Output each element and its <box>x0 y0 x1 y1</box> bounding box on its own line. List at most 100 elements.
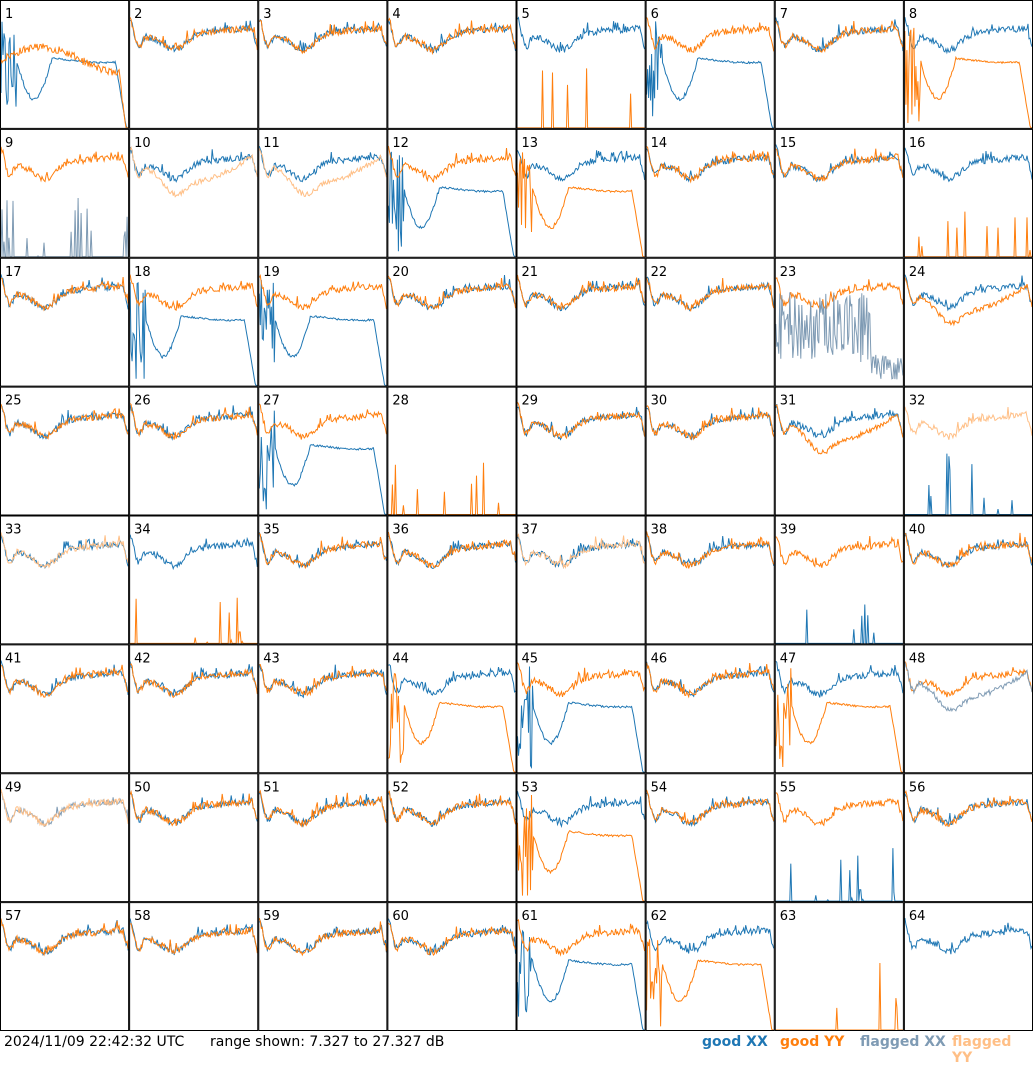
panel-11: 11 <box>258 128 388 258</box>
panel-frame <box>0 773 130 903</box>
panel-label: 48 <box>909 651 926 666</box>
panel-label: 43 <box>263 651 280 666</box>
panel-13: 13 <box>516 128 646 258</box>
series-yy-line <box>0 918 129 957</box>
panel-label: 22 <box>651 265 668 280</box>
series-yy-line <box>517 402 646 440</box>
panel-label: 9 <box>5 136 13 151</box>
series-xx-line <box>517 791 646 828</box>
series-yy-line <box>0 788 129 828</box>
series-yy-line <box>0 403 129 440</box>
panel-31: 31 <box>774 386 904 516</box>
panel-frame <box>516 257 646 387</box>
series-yy-line <box>775 277 904 310</box>
series-xx-line <box>129 146 258 183</box>
series-yy-line <box>646 531 775 569</box>
panel-label: 30 <box>651 394 668 409</box>
panel-frame <box>129 515 259 645</box>
panel-frame <box>516 0 646 129</box>
series-yy-line <box>904 211 1032 258</box>
panel-frame <box>129 0 259 129</box>
panel-12: 12 <box>387 128 517 258</box>
panel-44: 44 <box>387 644 517 774</box>
panel-label: 27 <box>263 394 280 409</box>
panel-label: 28 <box>392 394 409 409</box>
series-xx-line <box>904 661 1033 713</box>
panel-frame <box>0 644 130 774</box>
panel-label: 16 <box>909 136 926 151</box>
series-yy-line <box>129 17 258 51</box>
series-yy-line <box>388 922 516 957</box>
series-yy-line <box>387 275 516 311</box>
panel-label: 34 <box>134 523 151 538</box>
panel-frame <box>387 515 517 645</box>
panel-frame <box>129 902 259 1031</box>
series-xx-line <box>129 534 258 571</box>
series-xx-line <box>775 292 904 380</box>
panel-label: 5 <box>522 7 530 22</box>
series-yy-line <box>0 664 129 698</box>
panel-frame <box>258 128 388 258</box>
series-xx-line <box>0 197 129 258</box>
series-xx-line <box>0 919 129 956</box>
panel-60: 60 <box>387 902 517 1031</box>
panel-frame <box>645 902 775 1031</box>
panel-frame <box>774 902 904 1031</box>
panel-label: 8 <box>909 7 917 22</box>
panel-14: 14 <box>645 128 775 258</box>
panel-frame <box>645 515 775 645</box>
panel-label: 63 <box>780 909 797 924</box>
panel-label: 31 <box>780 394 797 409</box>
panel-frame <box>0 386 130 516</box>
panel-18: 18 <box>129 257 259 387</box>
series-xx-line <box>0 404 129 440</box>
panel-label: 57 <box>5 909 22 924</box>
panel-frame <box>129 773 259 903</box>
panel-label: 54 <box>651 780 668 795</box>
panel-frame <box>0 128 130 258</box>
series-yy-line <box>646 939 774 1031</box>
panel-49: 49 <box>0 773 130 903</box>
panel-label: 15 <box>780 136 797 151</box>
panel-label: 38 <box>651 523 668 538</box>
panel-frame <box>258 644 388 774</box>
panel-label: 58 <box>134 909 151 924</box>
panel-21: 21 <box>516 257 646 387</box>
series-yy-line <box>904 790 1033 828</box>
panel-5: 5 <box>516 0 646 129</box>
panel-label: 24 <box>909 265 926 280</box>
panel-frame <box>774 773 904 903</box>
panel-label: 4 <box>392 7 400 22</box>
series-yy-line <box>517 68 645 129</box>
panel-label: 64 <box>909 909 926 924</box>
series-xx-line <box>646 21 774 129</box>
panel-label: 40 <box>909 523 926 538</box>
panel-label: 51 <box>263 780 280 795</box>
series-xx-line <box>904 918 1033 955</box>
panel-4: 4 <box>387 0 517 129</box>
panel-label: 61 <box>522 909 539 924</box>
panel-frame <box>387 257 517 387</box>
series-yy-line <box>517 918 646 957</box>
series-yy-line <box>388 672 516 773</box>
panel-frame <box>387 128 517 258</box>
series-yy-line <box>258 918 387 957</box>
panel-frame <box>258 386 388 516</box>
series-xx-line <box>904 453 1032 515</box>
panel-label: 39 <box>780 523 797 538</box>
series-yy-line <box>129 923 258 955</box>
panel-8: 8 <box>903 0 1033 129</box>
series-yy-line <box>646 146 775 184</box>
panel-frame <box>129 257 259 387</box>
series-xx-line <box>775 848 903 903</box>
panel-62: 62 <box>645 902 775 1031</box>
panel-label: 23 <box>780 265 797 280</box>
panel-label: 18 <box>134 265 151 280</box>
series-xx-line <box>388 274 516 311</box>
series-yy-line <box>388 790 516 826</box>
panel-label: 6 <box>651 7 659 22</box>
panel-frame <box>258 902 388 1031</box>
series-yy-line <box>775 20 904 53</box>
series-yy-line <box>904 661 1033 698</box>
panel-frame <box>387 902 517 1031</box>
